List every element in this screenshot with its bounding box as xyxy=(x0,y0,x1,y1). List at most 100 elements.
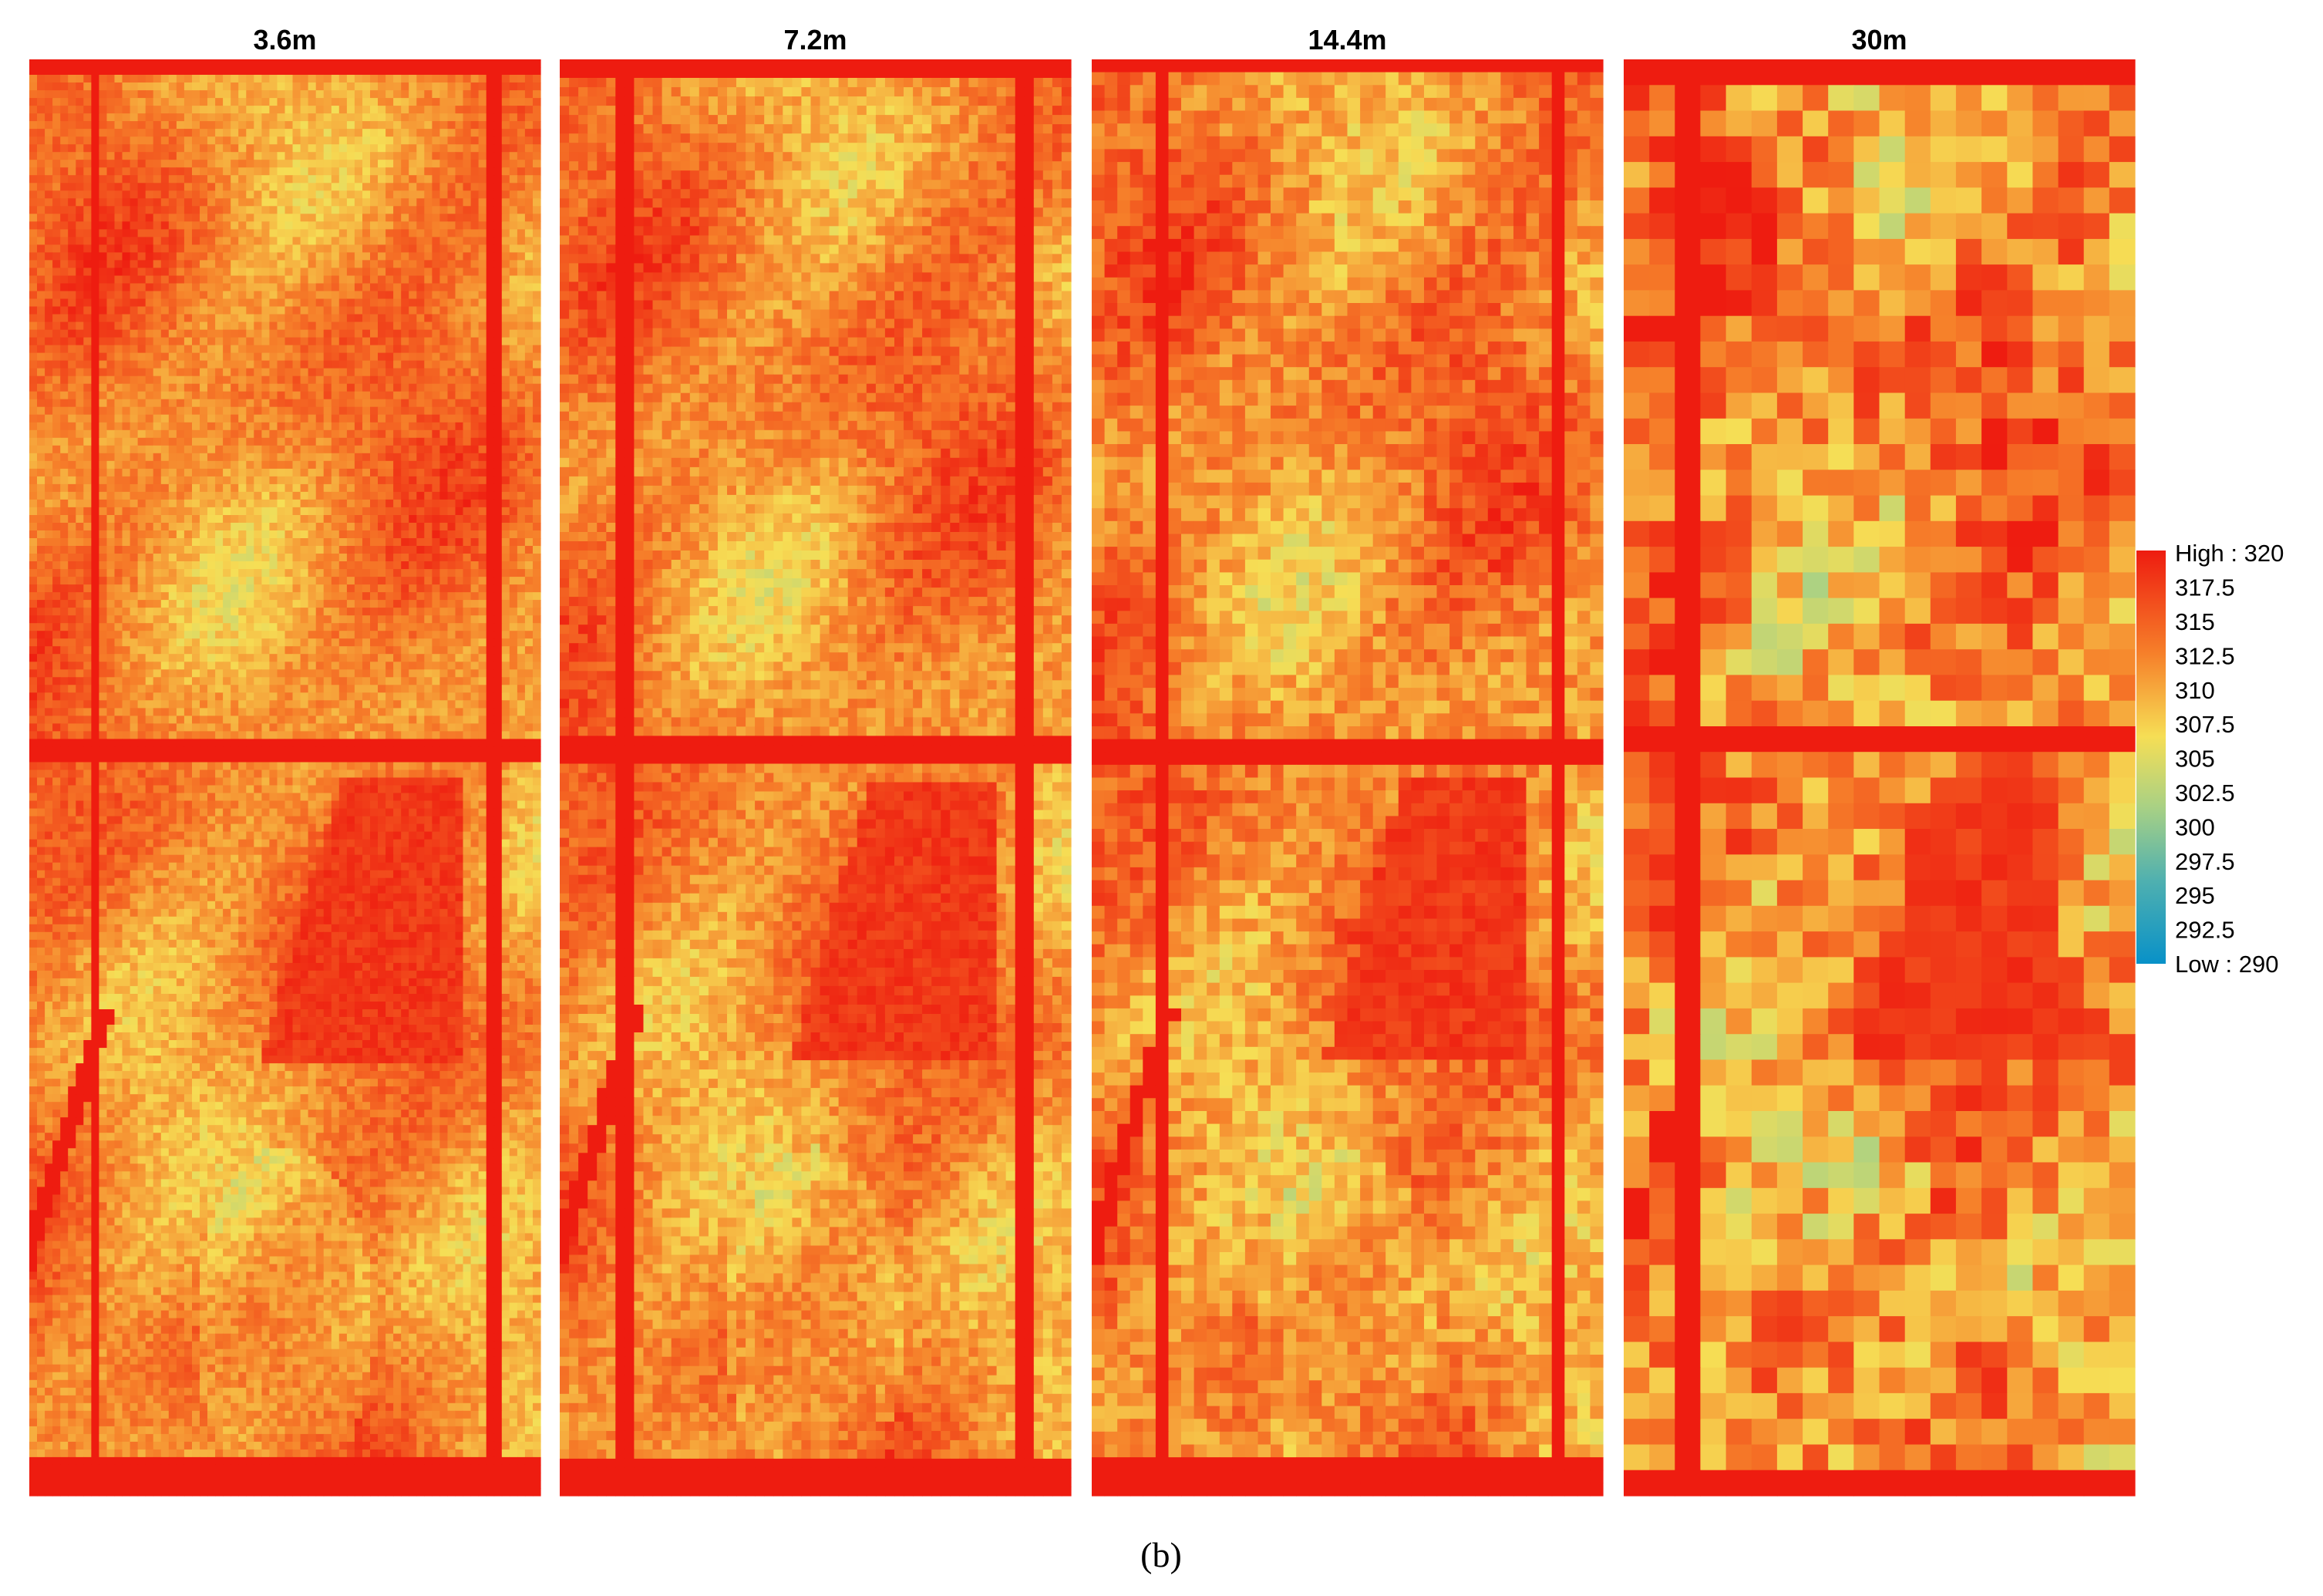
map-cell xyxy=(524,554,534,562)
map-cell xyxy=(338,322,348,331)
map-cell xyxy=(300,144,309,153)
map-cell xyxy=(37,160,45,168)
map-cell xyxy=(68,275,76,285)
map-cell xyxy=(393,468,402,477)
map-cell xyxy=(331,507,340,516)
map-cell xyxy=(29,368,38,377)
map-cell xyxy=(130,445,139,454)
map-cell xyxy=(176,113,185,122)
map-cell xyxy=(269,360,278,369)
map-cell xyxy=(432,422,440,431)
map-cell xyxy=(122,453,131,462)
map-cell xyxy=(455,152,464,160)
map-cell xyxy=(501,337,510,346)
map-cell xyxy=(130,360,139,369)
map-cell xyxy=(99,437,107,446)
map-cell xyxy=(176,368,185,377)
map-cell xyxy=(370,221,379,230)
map-cell xyxy=(346,322,355,331)
map-cell xyxy=(114,306,123,315)
map-cell xyxy=(501,352,510,362)
map-cell xyxy=(401,453,409,462)
map-cell xyxy=(354,638,363,647)
map-cell xyxy=(91,237,99,245)
map-cell xyxy=(277,237,286,245)
map-cell xyxy=(231,391,239,400)
map-cell xyxy=(68,476,76,485)
map-cell xyxy=(393,67,402,76)
map-cell xyxy=(277,399,286,408)
map-cell xyxy=(509,561,518,570)
map-cell xyxy=(432,152,440,160)
map-cell xyxy=(153,198,162,207)
map-cell xyxy=(308,592,317,601)
map-cell xyxy=(501,237,510,245)
map-cell xyxy=(122,383,131,392)
map-cell xyxy=(76,283,84,292)
map-cell xyxy=(416,577,425,585)
map-cell xyxy=(60,569,69,577)
map-cell xyxy=(308,615,317,624)
map-cell xyxy=(192,221,200,230)
map-cell xyxy=(83,244,92,253)
map-cell xyxy=(370,214,379,222)
map-cell xyxy=(501,554,510,562)
map-cell xyxy=(463,608,472,616)
map-cell xyxy=(223,136,231,145)
map-cell xyxy=(45,584,53,593)
map-cell xyxy=(501,121,510,130)
map-cell xyxy=(409,283,417,292)
map-cell xyxy=(370,337,379,346)
map-cell xyxy=(176,106,185,114)
map-cell xyxy=(29,175,38,184)
map-cell xyxy=(284,221,294,230)
map-cell xyxy=(478,592,487,601)
map-cell xyxy=(517,375,526,385)
map-cell xyxy=(192,561,200,570)
map-cell xyxy=(192,167,200,176)
map-cell xyxy=(176,237,185,245)
map-cell xyxy=(509,129,518,137)
map-cell xyxy=(246,175,254,184)
map-cell xyxy=(68,167,76,176)
map-cell xyxy=(509,160,518,168)
map-cell xyxy=(486,67,495,76)
map-cell xyxy=(183,360,193,369)
map-cell xyxy=(300,600,309,608)
map-cell xyxy=(331,538,340,547)
map-cell xyxy=(432,98,440,106)
map-cell xyxy=(153,314,162,323)
map-cell xyxy=(470,67,480,76)
map-cell xyxy=(207,329,216,338)
map-cell xyxy=(223,468,231,477)
map-cell xyxy=(176,499,185,508)
map-cell xyxy=(106,515,116,524)
map-cell xyxy=(91,515,99,524)
map-cell xyxy=(470,298,480,308)
map-cell xyxy=(533,175,541,184)
map-cell xyxy=(99,268,107,276)
map-cell xyxy=(238,499,247,508)
map-cell xyxy=(362,638,371,647)
map-cell xyxy=(447,144,456,153)
map-cell xyxy=(130,198,139,207)
map-cell xyxy=(45,260,53,268)
map-cell xyxy=(29,75,38,83)
map-cell xyxy=(76,507,84,516)
map-cell xyxy=(130,291,139,300)
map-cell xyxy=(533,268,541,276)
map-cell xyxy=(192,314,200,323)
map-cell xyxy=(509,298,518,308)
map-cell xyxy=(153,152,162,160)
map-cell xyxy=(99,569,107,577)
map-cell xyxy=(439,306,448,315)
map-cell xyxy=(114,129,123,137)
map-cell xyxy=(83,345,92,354)
map-cell xyxy=(37,391,45,400)
map-cell xyxy=(416,352,425,362)
map-cell xyxy=(137,422,146,431)
map-cell xyxy=(246,422,254,431)
map-cell xyxy=(300,206,309,214)
map-cell xyxy=(269,523,278,531)
map-cell xyxy=(168,283,177,292)
